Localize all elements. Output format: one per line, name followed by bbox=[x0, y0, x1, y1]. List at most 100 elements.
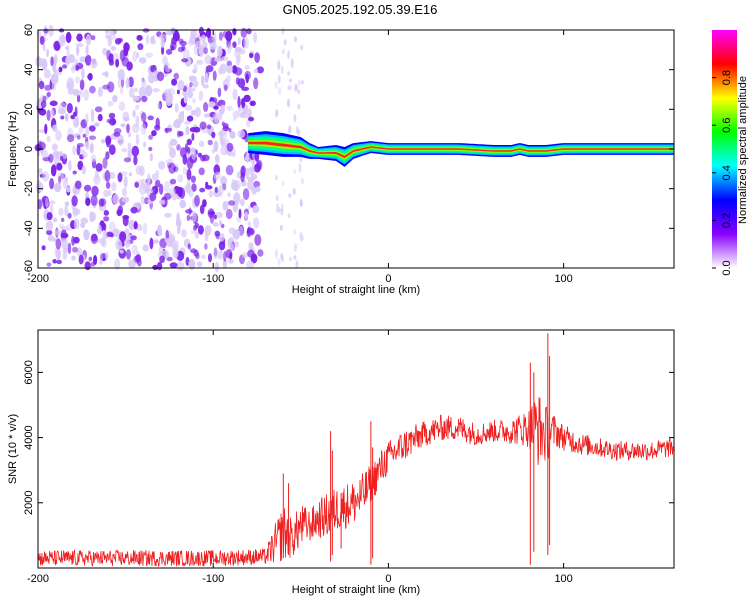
noise-blob bbox=[62, 64, 68, 69]
sparse-noise-blob bbox=[287, 85, 291, 91]
noise-blob bbox=[207, 253, 213, 263]
noise-blob bbox=[89, 85, 96, 94]
noise-blob bbox=[189, 76, 196, 83]
noise-blob bbox=[88, 256, 93, 262]
noise-blob bbox=[130, 206, 138, 214]
noise-blob bbox=[52, 124, 58, 132]
noise-blob bbox=[90, 154, 97, 163]
noise-blob bbox=[213, 140, 219, 153]
noise-blob bbox=[212, 113, 219, 121]
noise-blob bbox=[214, 230, 221, 237]
noise-blob bbox=[247, 205, 251, 210]
noise-blob bbox=[85, 34, 92, 46]
noise-blob bbox=[234, 67, 243, 76]
noise-blob bbox=[231, 178, 235, 191]
noise-blob bbox=[213, 214, 217, 220]
noise-blob bbox=[48, 24, 54, 37]
noise-blob bbox=[164, 127, 173, 132]
noise-blob bbox=[158, 183, 164, 195]
noise-blob bbox=[58, 66, 63, 73]
noise-blob bbox=[214, 186, 218, 194]
noise-blob bbox=[149, 192, 157, 202]
spec-x-tick-label: 0 bbox=[385, 273, 391, 285]
noise-blob bbox=[192, 98, 196, 104]
noise-blob bbox=[173, 72, 179, 80]
noise-blob bbox=[54, 182, 62, 193]
noise-blob bbox=[122, 187, 127, 197]
noise-blob bbox=[85, 113, 89, 125]
noise-blob bbox=[249, 52, 254, 59]
noise-blob bbox=[60, 232, 69, 239]
noise-blob bbox=[196, 59, 204, 65]
noise-blob bbox=[91, 185, 99, 197]
noise-blob bbox=[246, 226, 251, 237]
noise-blob bbox=[110, 232, 114, 238]
colorbar-tick-label: 0.0 bbox=[721, 260, 733, 275]
noise-blob bbox=[76, 247, 83, 257]
colorbar-ticks: 0.0 0.2 0.4 0.6 0.8 bbox=[712, 70, 733, 276]
noise-blob bbox=[100, 139, 106, 144]
noise-blob bbox=[172, 122, 177, 128]
noise-blob bbox=[93, 174, 101, 185]
noise-blob bbox=[55, 130, 62, 141]
noise-blob bbox=[203, 102, 209, 112]
noise-blob bbox=[188, 189, 194, 198]
noise-blob bbox=[200, 34, 206, 43]
noise-blob bbox=[83, 89, 90, 101]
noise-blob bbox=[199, 204, 205, 215]
noise-blob bbox=[164, 238, 173, 243]
noise-blob bbox=[102, 47, 108, 56]
noise-blob bbox=[185, 256, 190, 266]
noise-blob bbox=[225, 249, 233, 259]
noise-blob bbox=[165, 48, 173, 55]
noise-blob bbox=[240, 172, 245, 183]
noise-blob bbox=[123, 117, 130, 122]
noise-blob bbox=[187, 146, 191, 154]
noise-blob bbox=[120, 123, 126, 128]
colorbar-tick-label: 0.4 bbox=[721, 165, 733, 180]
noise-blob bbox=[226, 105, 233, 111]
noise-blob bbox=[51, 143, 58, 151]
spectrogram-y-axis-title: Frequency (Hz) bbox=[7, 111, 19, 187]
noise-blob bbox=[232, 147, 236, 158]
noise-blob bbox=[227, 43, 232, 54]
noise-blob bbox=[90, 59, 98, 69]
noise-blob bbox=[61, 217, 65, 222]
noise-blob bbox=[198, 140, 205, 148]
noise-blob bbox=[241, 86, 250, 92]
noise-blob bbox=[194, 222, 199, 229]
noise-blob bbox=[66, 186, 71, 193]
noise-blob bbox=[46, 262, 52, 267]
noise-blob bbox=[220, 145, 228, 156]
noise-blob bbox=[64, 201, 70, 207]
noise-blob bbox=[62, 239, 68, 250]
noise-blob bbox=[104, 251, 109, 260]
noise-blob bbox=[58, 175, 62, 184]
sparse-noise-blob bbox=[288, 84, 292, 91]
noise-blob bbox=[95, 163, 103, 172]
noise-blob bbox=[217, 45, 223, 58]
noise-blob bbox=[105, 151, 110, 160]
noise-blob bbox=[123, 176, 128, 188]
noise-blob bbox=[157, 224, 162, 237]
noise-blob bbox=[62, 178, 69, 190]
noise-blob bbox=[205, 65, 214, 73]
noise-blob bbox=[45, 220, 54, 231]
noise-blob bbox=[81, 165, 86, 175]
noise-blob bbox=[218, 232, 225, 242]
noise-blob bbox=[43, 28, 49, 34]
noise-blob bbox=[83, 229, 89, 239]
noise-blob bbox=[155, 117, 160, 129]
sparse-noise-blob bbox=[288, 125, 292, 134]
noise-blob bbox=[243, 37, 249, 49]
noise-blob bbox=[65, 45, 70, 51]
colorbar-gradient bbox=[712, 30, 737, 268]
noise-blob bbox=[183, 92, 188, 100]
noise-blob bbox=[71, 195, 78, 207]
noise-blob bbox=[250, 167, 254, 179]
noise-blob bbox=[191, 147, 197, 160]
snr-panel: -200 -100 0 100 2000 4000 6000 Height of stra… bbox=[7, 329, 675, 596]
noise-blob bbox=[212, 222, 219, 227]
noise-blob bbox=[104, 170, 111, 182]
noise-blob bbox=[176, 212, 180, 225]
